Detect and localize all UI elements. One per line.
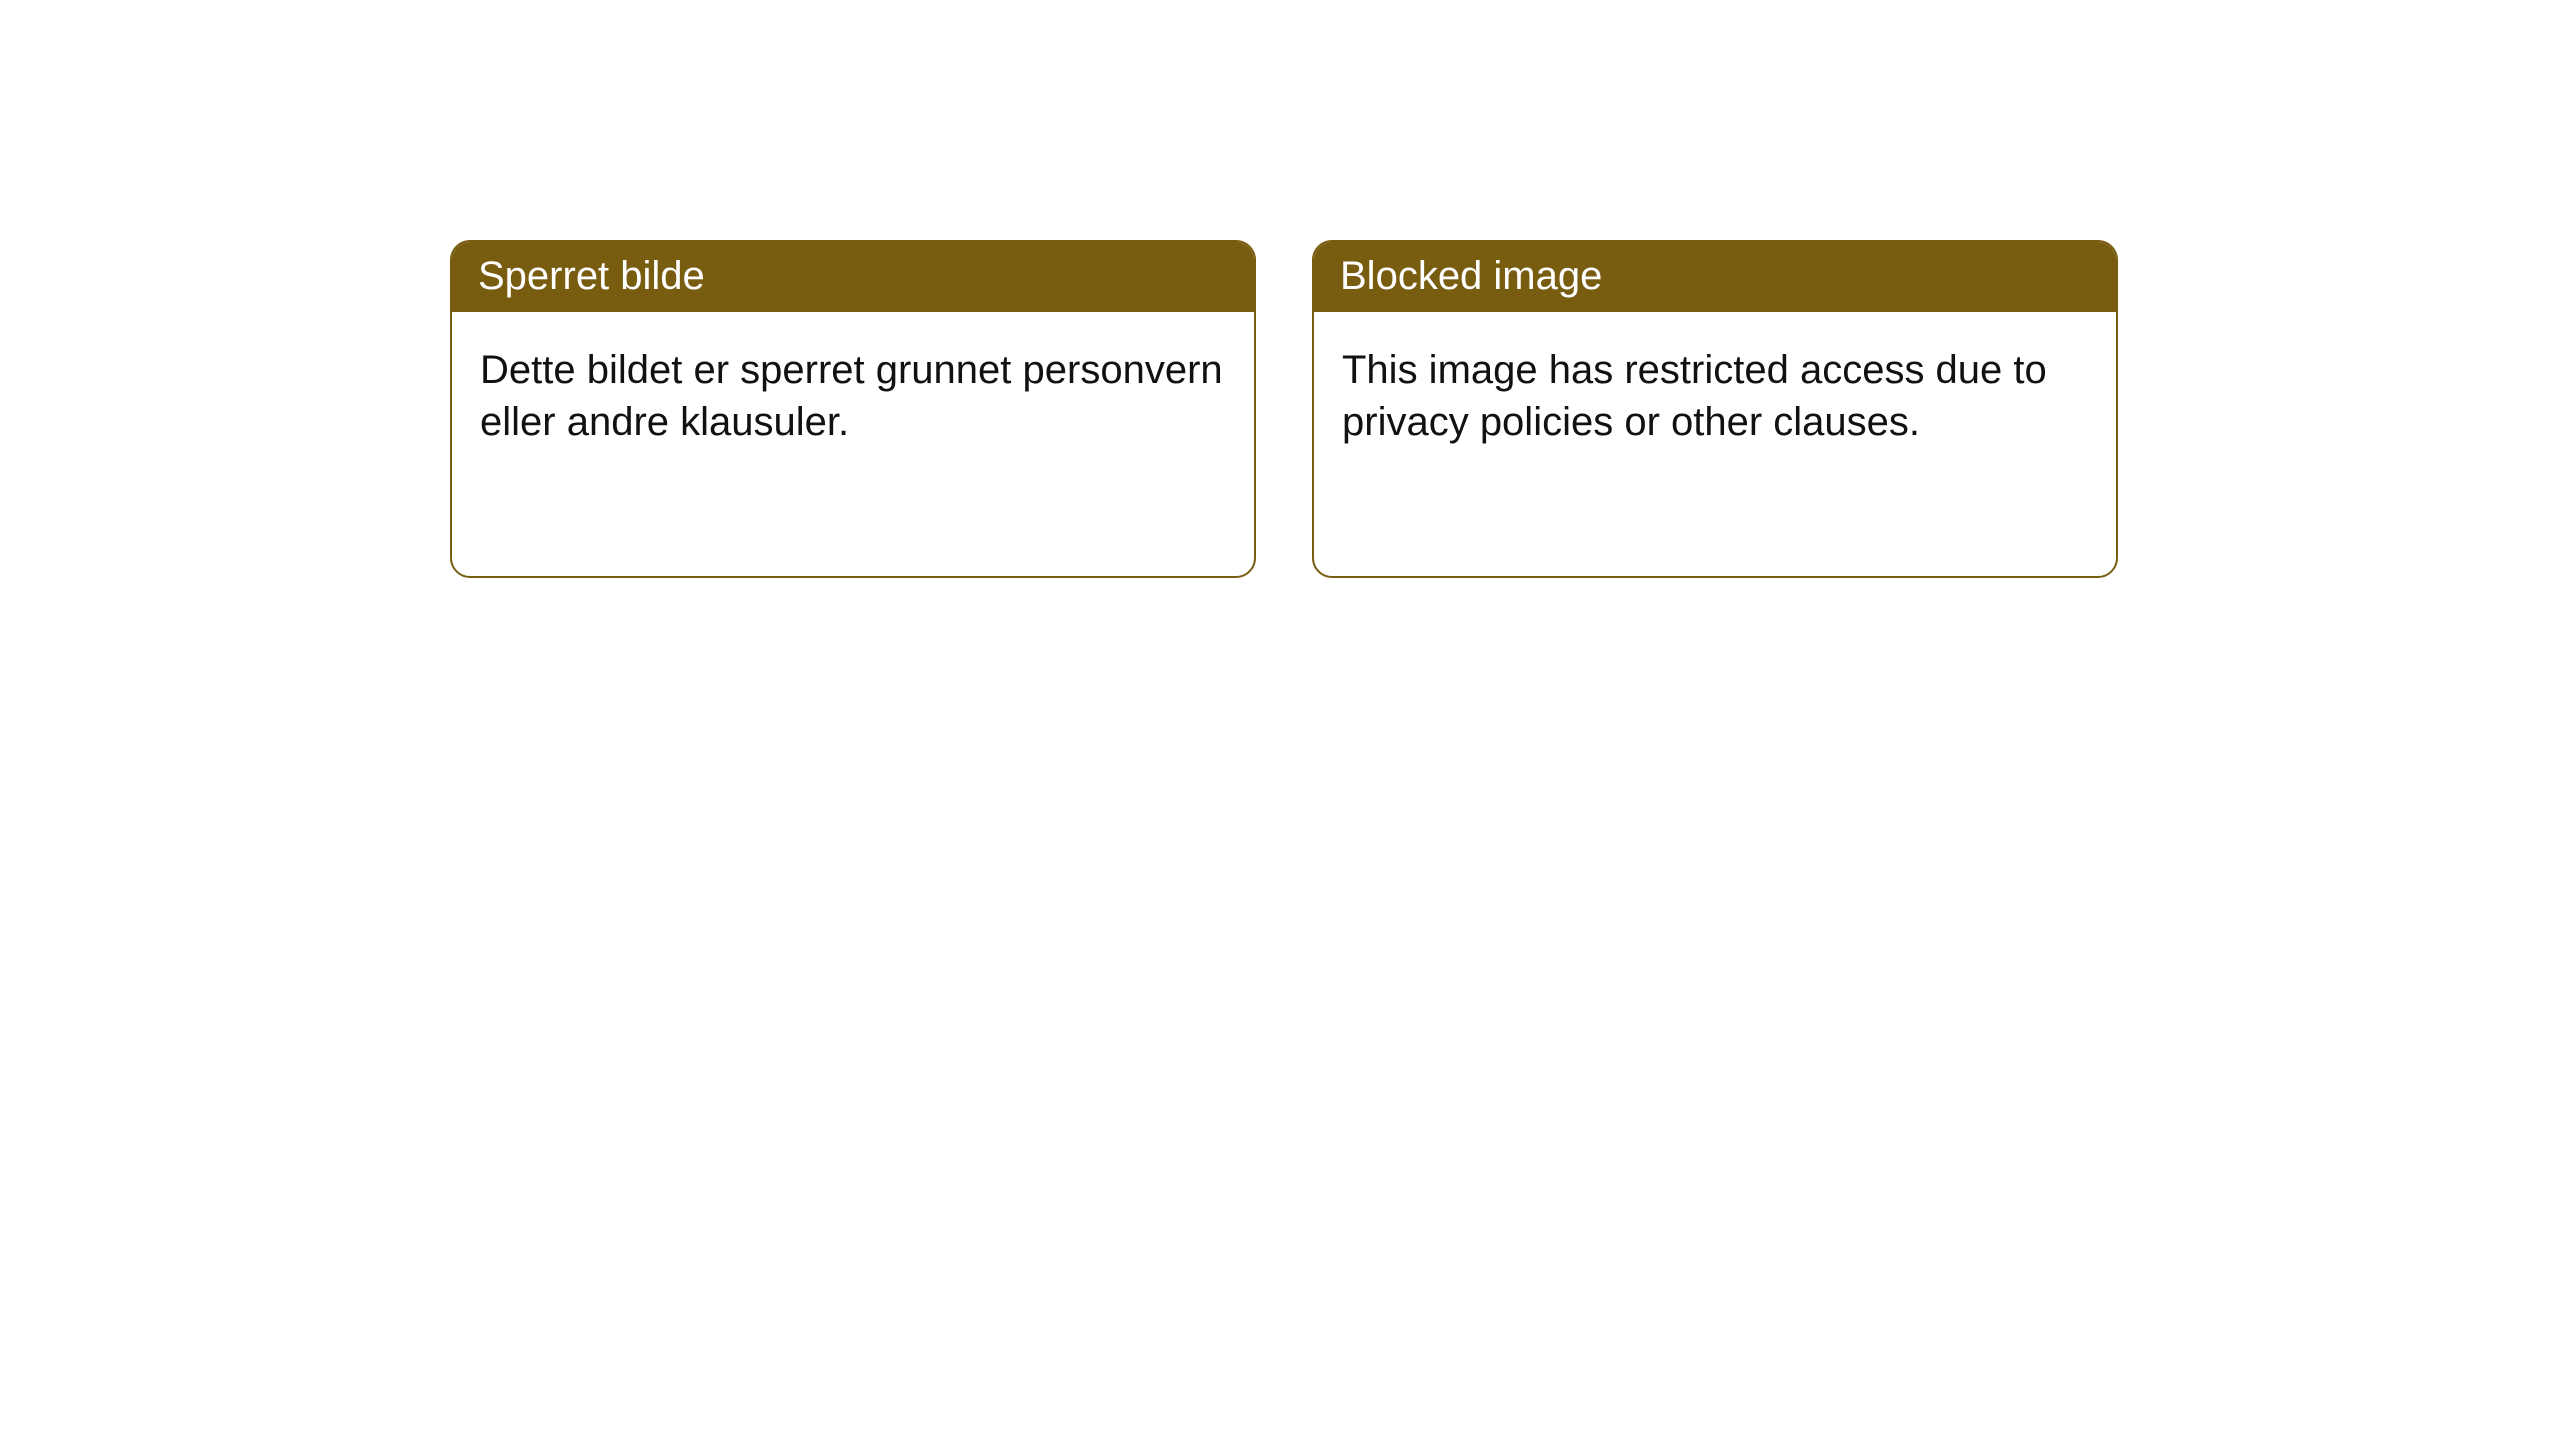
notice-header: Blocked image [1314, 242, 2116, 312]
notice-card-english: Blocked image This image has restricted … [1312, 240, 2118, 578]
notice-card-norwegian: Sperret bilde Dette bildet er sperret gr… [450, 240, 1256, 578]
notice-header: Sperret bilde [452, 242, 1254, 312]
notice-cards-container: Sperret bilde Dette bildet er sperret gr… [450, 240, 2118, 578]
notice-body: This image has restricted access due to … [1314, 312, 2116, 480]
notice-body: Dette bildet er sperret grunnet personve… [452, 312, 1254, 480]
